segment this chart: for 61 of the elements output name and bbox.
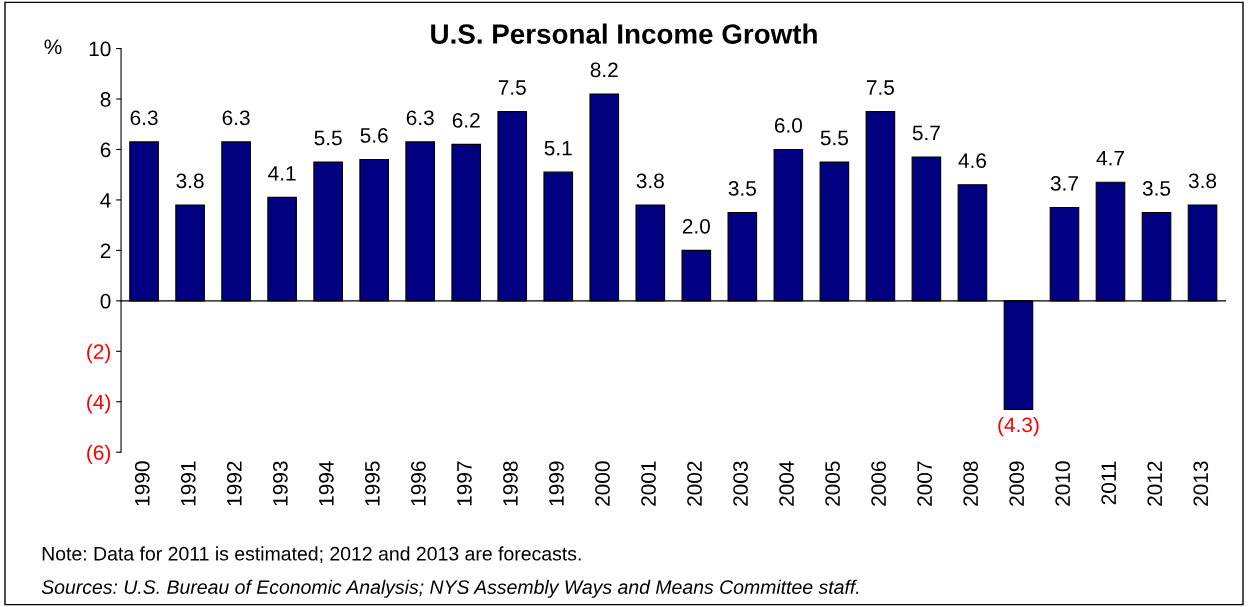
y-tick-label: 2: [100, 243, 111, 258]
x-tick-label: 2004: [779, 461, 794, 506]
x-tick-label: 2013: [1193, 461, 1209, 506]
data-label: 5.5: [314, 130, 342, 146]
y-tick-label: 8: [100, 92, 111, 107]
data-label: 4.1: [268, 166, 296, 181]
data-label: 3.5: [1142, 181, 1171, 196]
data-label: 7.5: [498, 80, 526, 95]
x-tick-label: 1994: [318, 461, 334, 506]
data-label: 3.8: [636, 173, 664, 189]
x-tick-label: 1999: [549, 461, 564, 506]
x-tick-label: 1998: [503, 461, 518, 506]
data-label: 4.7: [1096, 151, 1124, 166]
data-label: 3.5: [728, 181, 756, 196]
y-tick-label: (4): [87, 394, 111, 414]
x-tick-label: 1993: [272, 461, 288, 506]
y-tick-label: 6: [100, 142, 111, 158]
data-label: 4.6: [958, 153, 986, 169]
data-label: 3.8: [1188, 173, 1217, 189]
x-tick-label: 2008: [963, 461, 979, 506]
x-tick-label: 2002: [687, 461, 702, 506]
x-tick-label: 1996: [411, 461, 426, 506]
x-tick-label: 2003: [733, 461, 748, 506]
x-tick-label: 2009: [1009, 461, 1025, 506]
x-tick-label: 2012: [1147, 461, 1163, 506]
x-tick-label: 1995: [365, 461, 380, 506]
x-tick-label: 1990: [134, 461, 150, 506]
data-label: 6.3: [130, 110, 158, 126]
data-label: 5.6: [360, 128, 388, 143]
y-tick-label: 0: [100, 293, 111, 309]
chart-title: U.S. Personal Income Growth: [431, 23, 817, 44]
y-tick-label: 10: [89, 41, 111, 57]
x-tick-label: 2006: [871, 461, 886, 506]
data-label: (4.3): [998, 416, 1039, 437]
x-tick-label: 1991: [180, 461, 196, 506]
data-label: 7.5: [866, 80, 894, 95]
y-tick-label: (2): [87, 343, 111, 364]
data-label: 5.7: [912, 125, 940, 141]
data-label: 3.7: [1050, 176, 1078, 191]
x-tick-label: 2007: [917, 461, 932, 506]
source-note: Sources: U.S. Bureau of Economic Analysis; NYS Assembly Ways and Means Committee staff.: [41, 579, 859, 598]
y-axis-title: %: [44, 39, 62, 55]
text: Note: Data for 2011 is estimated; 2012 and 2013 are forecasts.: [42, 546, 581, 563]
x-tick-label: 1997: [457, 461, 472, 506]
data-label: 6.3: [222, 110, 250, 126]
x-tick-label: 2010: [1055, 461, 1071, 506]
y-tick-label: (6): [87, 444, 111, 465]
data-label: 6.2: [452, 112, 480, 128]
data-label: 8.2: [590, 62, 618, 78]
data-label: 6.0: [774, 117, 803, 133]
x-tick-label: 2011: [1101, 461, 1117, 505]
data-label: 6.3: [406, 110, 434, 126]
x-tick-label: 2005: [825, 461, 840, 506]
x-tick-label: 1992: [226, 461, 242, 506]
data-label: 5.1: [544, 140, 572, 156]
x-tick-label: 2001: [641, 461, 656, 506]
y-tick-label: 4: [100, 193, 111, 208]
data-label: 3.8: [176, 173, 204, 189]
data-label: 5.5: [820, 130, 848, 146]
data-label: 2.0: [682, 218, 710, 234]
x-tick-label: 2000: [595, 461, 610, 506]
